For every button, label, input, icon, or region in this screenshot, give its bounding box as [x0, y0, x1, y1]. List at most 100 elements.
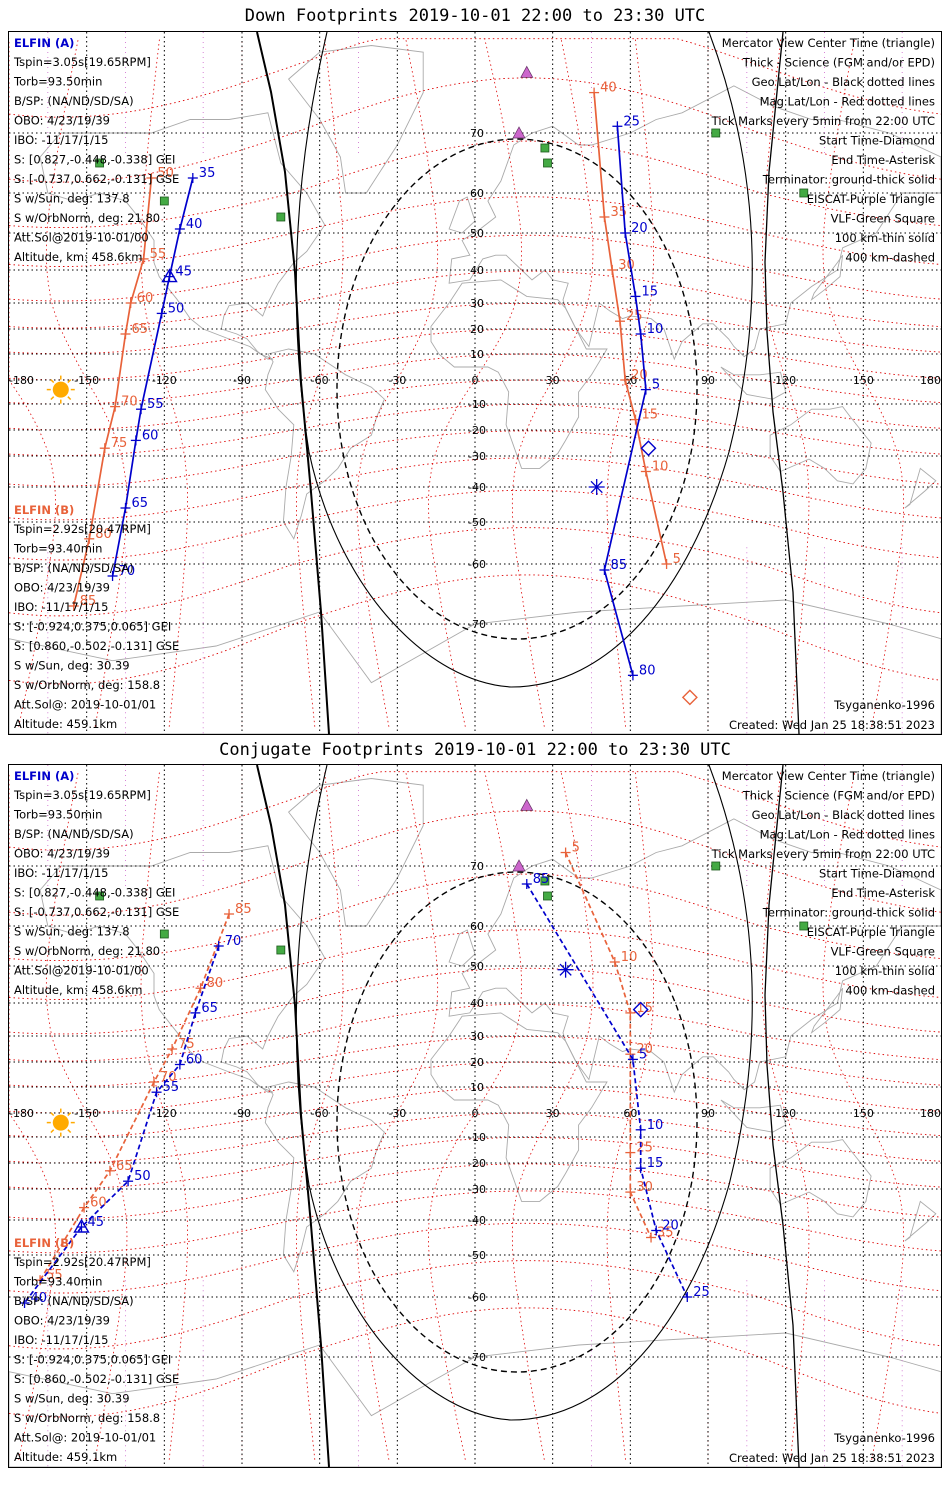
- elfin-a-info-line: IBO: -11/17/1/15: [14, 133, 108, 147]
- end-asterisk-icon: [590, 480, 603, 494]
- end-asterisk-icon: [559, 963, 572, 976]
- elfin-a-info: ELFIN (A) Tspin=3.05s[19.65RPM] Torb=93.50…: [13, 769, 179, 997]
- lat-tick-label: 70: [470, 127, 484, 140]
- lat-tick-label: 70: [470, 860, 484, 873]
- lon-tick-label: -90: [233, 374, 251, 387]
- legend-item: Terminator: ground-thick solid: [762, 906, 935, 920]
- mag-lon-line: [511, 771, 594, 1460]
- lat-tick-label: 50: [470, 227, 484, 240]
- coastline: [769, 406, 872, 485]
- geo-grid: [9, 32, 941, 734]
- lon-tick-label: 120: [775, 1107, 796, 1120]
- sun-ray: [50, 1112, 55, 1117]
- lat-tick-label: -20: [468, 1157, 486, 1170]
- lat-tick-label: 30: [470, 297, 484, 310]
- lat-tick-label: 10: [470, 1081, 484, 1094]
- elfin-a-info-line: IBO: -11/17/1/15: [14, 866, 108, 880]
- tick-label: 50: [134, 1169, 151, 1184]
- fov-400km-ellipse: [336, 871, 698, 1373]
- elfin-a-info-line: Att.Sol@2019-10-01/00: [14, 964, 149, 978]
- mag-lat-line: [8, 1112, 942, 1164]
- elfin-b-info-line: Att.Sol@: 2019-10-01/01: [14, 1431, 156, 1445]
- eiscat-triangle-icon: [520, 65, 534, 78]
- coastline: [448, 929, 476, 967]
- coastline: [430, 279, 608, 469]
- legend-item: Tick Marks every 5min from 22:00 UTC: [711, 114, 935, 128]
- tick-label: 55: [150, 247, 167, 262]
- conjugate-footprints-map: -180 -150 -120 -90 -60 -30 0 30 60 90 120 150 180 70 6…: [8, 764, 942, 1468]
- start-diamond-icon: [632, 1001, 649, 1018]
- legend-item: 400 km-dashed: [845, 251, 935, 265]
- legend-item: 100 km-thin solid: [835, 231, 935, 245]
- tick-label: 20: [636, 1042, 653, 1057]
- lon-tick-label: -150: [74, 1107, 99, 1120]
- tick-label: 35: [657, 1226, 674, 1241]
- elfin-a-label: ELFIN (A): [14, 36, 74, 50]
- elfin-b-info-line: S w/OrbNorm, deg: 158.8: [14, 1411, 160, 1425]
- tick-label: 65: [116, 1159, 133, 1174]
- vlf-square-icon: [95, 158, 105, 168]
- tick-label: 5: [673, 552, 681, 567]
- tick-label: 80: [639, 663, 656, 678]
- tick-label: 20: [631, 221, 648, 236]
- center-time-triangle-icon: [73, 1218, 90, 1233]
- elfin-b-info-line: S: [0.860,-0.502,-0.131] GSE: [14, 1372, 179, 1386]
- lat-tick-label: 40: [470, 264, 484, 277]
- elfin-a-info-line: Torb=93.50min: [13, 75, 102, 89]
- track-line: [72, 177, 153, 607]
- tick-label: 15: [647, 1156, 664, 1171]
- elfin-b-info-line: Altitude: 459.1km: [14, 717, 117, 731]
- lon-tick-label: -60: [311, 1107, 329, 1120]
- legend-item: Mag Lat/Lon - Red dotted lines: [760, 95, 935, 109]
- eiscat-triangle-icon: [520, 798, 534, 811]
- mag-lat-line: [8, 38, 942, 118]
- tick-label: 10: [621, 950, 638, 965]
- terminator: [256, 764, 800, 1468]
- elfin-a-info-line: Att.Sol@2019-10-01/00: [14, 231, 149, 245]
- tick-label: 85: [235, 902, 252, 917]
- sun-ray: [50, 379, 55, 384]
- lon-tick-label: 120: [775, 374, 796, 387]
- elfin-b-info-line: Torb=93.40min: [13, 1275, 102, 1289]
- lat-tick-label: -40: [468, 1214, 486, 1227]
- lat-tick-label: -40: [468, 481, 486, 494]
- legend: Mercator View Center Time (triangle) Thic…: [711, 36, 936, 265]
- coastline: [448, 196, 476, 234]
- tick-label: 55: [46, 1268, 63, 1283]
- tick-label: 25: [636, 1141, 653, 1156]
- elfin-b-info-line: Altitude: 459.1km: [14, 1450, 117, 1464]
- vlf-square-icon: [540, 143, 550, 153]
- elfin-b-info-line: S: [-0.924,0.375,0.065] GEI: [14, 620, 171, 634]
- elfin-a-info-line: S w/Sun, deg: 137.8: [14, 192, 130, 206]
- mag-lon-line: [511, 38, 594, 727]
- elfin-a-info-line: S w/Sun, deg: 137.8: [14, 925, 130, 939]
- tick-label: 25: [623, 114, 640, 129]
- tick-label: 85: [610, 558, 627, 573]
- elfin-b-info-line: IBO: -11/17/1/15: [14, 600, 108, 614]
- coastline: [39, 112, 326, 360]
- sun-ray: [67, 379, 72, 384]
- vlf-square-icon: [711, 861, 721, 871]
- tick-label: 60: [137, 291, 154, 306]
- coastline: [287, 45, 424, 194]
- mag-lat-line: [8, 1061, 942, 1114]
- terminator-line-east: [764, 31, 800, 735]
- elfin-a-info-line: Tspin=3.05s[19.65RPM]: [13, 788, 151, 802]
- sun-ray: [67, 396, 72, 401]
- elfin-b-info: ELFIN (B) Tspin=2.92s[20.47RPM] Torb=93.40…: [13, 1236, 179, 1464]
- elfin-a-track: 85 5 10 15 20 25 70 65 60 55 50 45 40: [19, 872, 710, 1308]
- elfin-b-info-line: OBO: 4/23/19/39: [14, 1314, 110, 1328]
- tick-label: 45: [87, 1215, 104, 1230]
- legend-item: 400 km-dashed: [845, 984, 935, 998]
- lon-tick-label: -120: [152, 374, 177, 387]
- legend-item: VLF-Green Square: [831, 212, 935, 226]
- sun-ray: [50, 1129, 55, 1134]
- lat-tick-label: -60: [468, 1291, 486, 1304]
- mag-lon-line: [140, 38, 189, 727]
- created-timestamp: Created: Wed Jan 25 18:38:51 2023: [729, 718, 935, 732]
- sun-icon: [46, 375, 75, 404]
- elfin-b-info-line: Att.Sol@: 2019-10-01/01: [14, 698, 156, 712]
- track-line: [111, 177, 194, 577]
- lon-tick-label: -180: [9, 1107, 34, 1120]
